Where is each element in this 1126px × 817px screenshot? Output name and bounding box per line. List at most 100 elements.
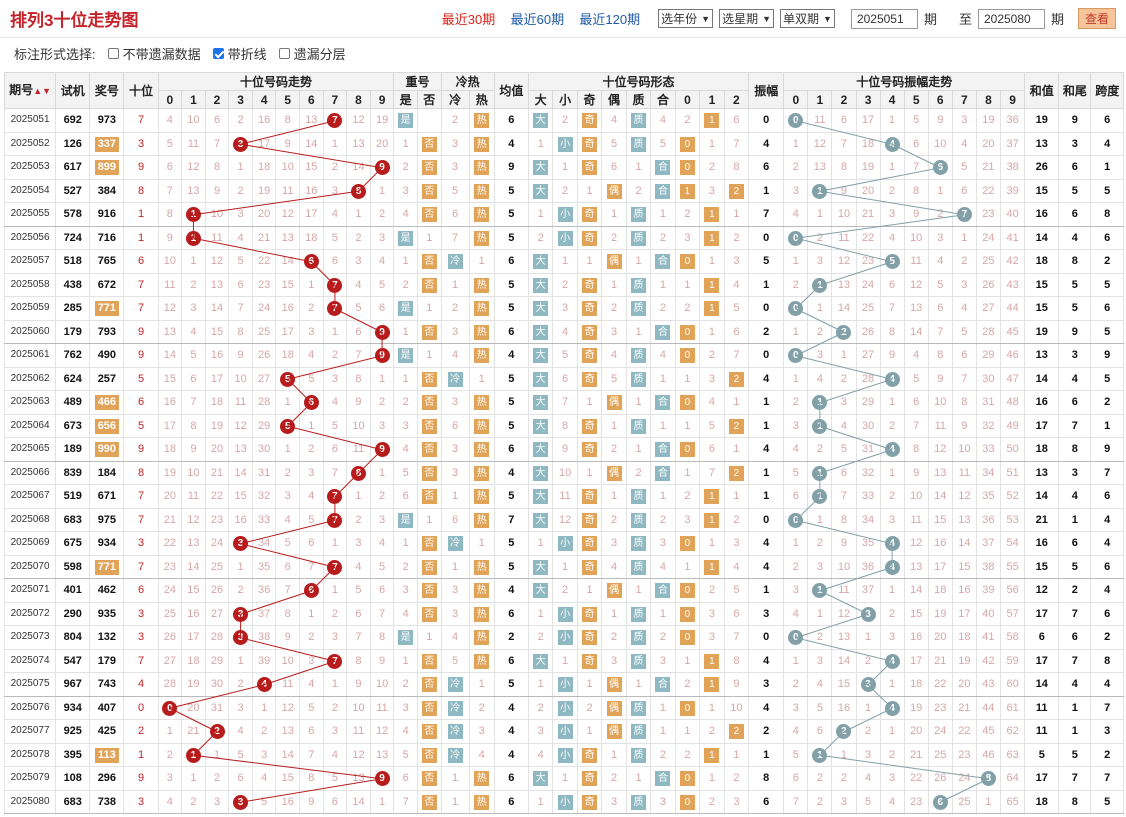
form-badge: 偶 xyxy=(606,183,622,199)
amp-trend-cell: 9 xyxy=(951,413,977,438)
trend-cell: 4 xyxy=(299,343,324,368)
repeat-cell: 4 xyxy=(393,601,418,626)
form-cell: 合 xyxy=(650,155,676,180)
trend-cell: 14 xyxy=(346,155,371,180)
amp-trend-cell: 4 xyxy=(951,296,977,321)
query-button[interactable]: 查看 xyxy=(1077,8,1116,29)
span-cell: 6 xyxy=(1090,296,1124,321)
amp-trend-cell: 46 xyxy=(975,742,1001,767)
hot-cell: 热 xyxy=(468,648,495,673)
form-cell: 奇 xyxy=(576,484,603,509)
amp-trend-cell: 33 xyxy=(855,484,881,509)
trend-cell: 2 xyxy=(204,719,230,744)
trend-cell: 6 xyxy=(369,578,395,603)
year-select[interactable]: 选年份 ▼ xyxy=(658,9,714,28)
hot-badge: 热 xyxy=(474,418,490,434)
weekday-select[interactable]: 选星期 ▼ xyxy=(719,9,774,28)
form-badge: 0 xyxy=(679,395,695,411)
checkbox-icon[interactable] xyxy=(278,47,290,59)
repeat-badge: 否 xyxy=(421,583,437,599)
trend-cell: 4 xyxy=(251,766,277,791)
amp-trend-cell: 2 xyxy=(855,648,881,673)
form-badge: 0 xyxy=(679,794,695,810)
cold-cell: 冷 xyxy=(440,695,470,720)
amp-trend-cell: 1 xyxy=(807,484,833,509)
form-badge: 2 xyxy=(728,371,744,387)
repeat-cell: 否 xyxy=(416,601,442,626)
form-cell: 质 xyxy=(625,131,652,156)
trend-cell: 13 xyxy=(275,225,301,250)
form-cell: 小 xyxy=(552,625,578,650)
award-cell: 765 xyxy=(89,249,125,274)
amp-trend-cell: 11 xyxy=(927,413,953,438)
amp-trend-cell: 9 xyxy=(831,531,857,556)
amp-trend-cell: 1 xyxy=(879,672,905,697)
amp-digit-header: 0 xyxy=(783,90,809,109)
trend-cell: 2 xyxy=(369,202,395,227)
form-cell: 1 xyxy=(552,554,578,579)
trend-cell: 10 xyxy=(204,202,230,227)
parity-select[interactable]: 单双期 ▼ xyxy=(780,9,835,28)
checkbox-icon[interactable] xyxy=(107,47,119,59)
form-cell: 小 xyxy=(552,789,578,814)
amp-trend-cell: 4 xyxy=(879,131,905,156)
trend-cell: 5 xyxy=(369,554,395,579)
amp-trend-cell: 6 xyxy=(951,178,977,203)
form-cell: 质 xyxy=(625,648,652,673)
avg-cell: 5 xyxy=(493,272,529,297)
form-cell: 1 xyxy=(527,601,554,626)
form-cell: 1 xyxy=(699,742,725,767)
hot-badge: 热 xyxy=(474,301,490,317)
amp-trend-cell: 10 xyxy=(831,554,857,579)
amp-trend-cell: 2 xyxy=(879,742,905,767)
trend-cell: 26 xyxy=(251,343,277,368)
repeat-cell: 4 xyxy=(393,719,418,744)
form-badge: 偶 xyxy=(606,724,622,740)
amp-trend-cell: 35 xyxy=(975,484,1001,509)
ten-ball: 3 xyxy=(233,136,249,152)
form-cell: 奇 xyxy=(576,272,603,297)
amp-trend-cell: 17 xyxy=(951,601,977,626)
amp-trend-cell: 38 xyxy=(999,155,1026,180)
parity-select-label: 单双期 xyxy=(783,12,820,26)
amp-trend-cell: 19 xyxy=(855,155,881,180)
hot-cell: 热 xyxy=(468,601,495,626)
col-tail: 和尾 xyxy=(1058,72,1092,109)
range-120[interactable]: 最近120期 xyxy=(579,12,641,27)
no-omission-option[interactable]: 不带遗漏数据 xyxy=(107,44,201,63)
trend-cell: 4 xyxy=(346,554,371,579)
amp-ball: 1 xyxy=(812,465,828,481)
trend-cell: 15 xyxy=(157,366,183,391)
col-issue[interactable]: 期号▲▼ xyxy=(3,72,57,109)
amp-trend-cell: 2 xyxy=(783,155,809,180)
form-cell: 1 xyxy=(674,413,701,438)
form-badge: 质 xyxy=(631,747,646,763)
award-cell: 407 xyxy=(89,695,125,720)
col-amp: 振幅 xyxy=(748,72,785,109)
amp-trend-cell: 3 xyxy=(831,789,857,814)
trend-cell: 2 xyxy=(299,437,324,462)
amp-trend-cell: 16 xyxy=(927,531,953,556)
from-issue-input[interactable] xyxy=(850,8,918,29)
repeat-badge: 否 xyxy=(421,747,437,763)
trend-cell: 16 xyxy=(228,507,253,532)
to-issue-input[interactable] xyxy=(977,8,1045,29)
amp-trend-cell: 7 xyxy=(903,155,929,180)
cold-cell: 冷 xyxy=(440,742,470,767)
trend-cell: 12 xyxy=(346,742,371,767)
range-30[interactable]: 最近30期 xyxy=(441,12,496,27)
layered-option[interactable]: 遗漏分层 xyxy=(278,44,346,63)
checkbox-checked-icon[interactable] xyxy=(212,47,224,59)
repeat-cell: 否 xyxy=(416,578,442,603)
polyline-option[interactable]: 带折线 xyxy=(212,44,267,63)
issue-cell: 2025078 xyxy=(3,742,57,767)
amp-trend-cell: 3 xyxy=(879,766,905,791)
year-select-label: 选年份 xyxy=(661,12,698,26)
range-60[interactable]: 最近60期 xyxy=(510,12,565,27)
trend-cell: 34 xyxy=(251,531,277,556)
issue-cell: 2025059 xyxy=(3,296,57,321)
amp-trend-cell: 20 xyxy=(927,625,953,650)
trend-cell: 8 xyxy=(346,460,371,485)
sort-icon[interactable]: ▲▼ xyxy=(33,86,52,96)
shiji-cell: 934 xyxy=(55,695,91,720)
